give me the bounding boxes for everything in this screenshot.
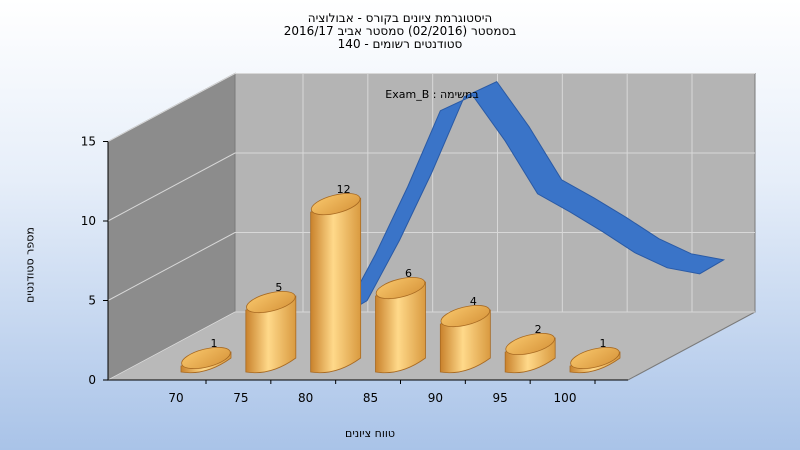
bar: 12 bbox=[310, 183, 362, 374]
bar-value-label: 1 bbox=[600, 337, 607, 350]
bar-cap bbox=[570, 346, 620, 370]
y-axis-label: מספר סטודנטים bbox=[23, 227, 37, 303]
bar-body bbox=[245, 295, 297, 374]
y-gridline bbox=[107, 232, 755, 301]
bar-cap bbox=[505, 332, 555, 356]
distribution-curve bbox=[341, 80, 726, 316]
bar-value-label: 4 bbox=[470, 295, 477, 308]
x-tick-label: 75 bbox=[233, 391, 248, 405]
bar-body bbox=[375, 281, 426, 374]
bar: 6 bbox=[375, 267, 426, 374]
x-tick-label: 85 bbox=[363, 391, 378, 405]
chart-annotation: במשימה : Exam_B bbox=[385, 88, 479, 101]
bar-value-label: 6 bbox=[405, 267, 412, 280]
bar-cap bbox=[440, 305, 491, 328]
y-tick-label: 5 bbox=[88, 294, 96, 308]
y-gridline bbox=[107, 152, 755, 222]
bar: 1 bbox=[569, 337, 621, 374]
bar-cap bbox=[310, 193, 361, 216]
bar-body bbox=[310, 197, 362, 374]
bar-value-label: 12 bbox=[337, 183, 351, 196]
x-tick-label: 80 bbox=[298, 391, 313, 405]
bar: 2 bbox=[504, 323, 556, 374]
bar-cap bbox=[375, 277, 426, 300]
bar: 5 bbox=[245, 281, 297, 374]
y-gridline bbox=[107, 73, 755, 142]
x-axis-label: טווח ציונים bbox=[345, 427, 395, 440]
bar-cap bbox=[181, 346, 231, 370]
y-tick-label: 15 bbox=[81, 135, 96, 149]
bar: 1 bbox=[180, 337, 232, 374]
x-tick-label: 95 bbox=[493, 391, 508, 405]
y-tick-label: 10 bbox=[81, 214, 96, 228]
x-tick-label: 70 bbox=[168, 391, 183, 405]
x-tick-label: 100 bbox=[554, 391, 577, 405]
bar: 4 bbox=[439, 295, 491, 374]
chart-title-line-2: בסמסטר (02/2016) סמסטר אביב 2016/17 bbox=[283, 24, 517, 38]
chart-title-line-1: היסטוגרמת ציונים בקורס - אבולוציה bbox=[307, 11, 493, 25]
bar-value-label: 1 bbox=[211, 337, 218, 350]
bar-value-label: 5 bbox=[275, 281, 282, 294]
bar-value-label: 2 bbox=[535, 323, 542, 336]
chart-title-line-3: סטודנטים רשומים - 140 bbox=[337, 37, 463, 51]
x-tick-label: 90 bbox=[428, 391, 443, 405]
bar-cap bbox=[246, 291, 296, 314]
y-tick-label: 0 bbox=[88, 373, 96, 387]
y-gridline bbox=[107, 311, 755, 381]
